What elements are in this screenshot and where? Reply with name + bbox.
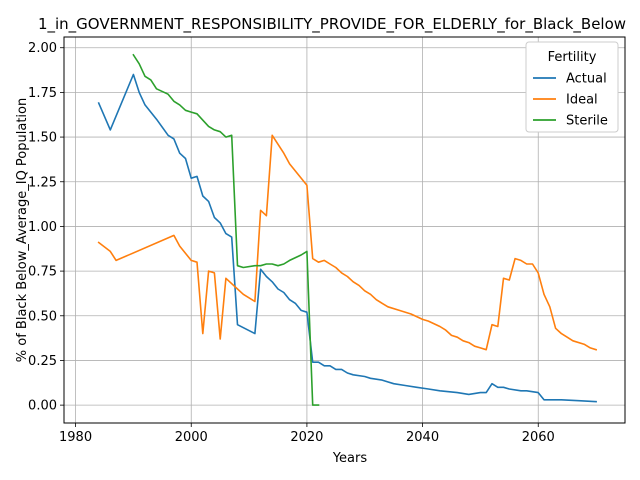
legend: Fertility Actual Ideal Sterile — [525, 41, 619, 133]
series-line-actual — [97, 73, 597, 403]
y-tick-label: 0.75 — [28, 265, 57, 280]
y-tick-label: 0.50 — [28, 309, 57, 324]
series-layer — [97, 53, 598, 406]
legend-entries: Actual Ideal Sterile — [533, 72, 608, 129]
series-line-sterile — [132, 53, 320, 406]
y-tick-label: 1.25 — [28, 175, 57, 190]
x-tick-label: 2060 — [522, 430, 555, 445]
legend-title: Fertility — [548, 50, 597, 65]
legend-label-actual: Actual — [566, 72, 607, 87]
y-tick-label: 1.75 — [28, 86, 57, 101]
grid-layer — [64, 37, 625, 423]
legend-label-ideal: Ideal — [566, 93, 598, 108]
x-axis-title: Years — [332, 451, 368, 466]
y-tick-label: 2.00 — [28, 41, 57, 56]
y-tick-label: 1.00 — [28, 220, 57, 235]
x-tick-label: 2000 — [175, 430, 208, 445]
x-tick-label: 2040 — [406, 430, 439, 445]
x-tick-label: 2020 — [290, 430, 323, 445]
x-tick-label: 1980 — [59, 430, 92, 445]
y-tick-label: 0.25 — [28, 354, 57, 369]
series-line-ideal — [97, 134, 598, 351]
legend-box — [525, 41, 619, 133]
chart-title: 1_in_GOVERNMENT_RESPONSIBILITY_PROVIDE_F… — [38, 15, 626, 34]
legend-label-sterile: Sterile — [566, 114, 608, 129]
y-tick-label: 1.50 — [28, 131, 57, 146]
plot-frame — [63, 36, 626, 424]
y-tick-label: 0.00 — [28, 399, 57, 414]
tick-layer: 1980 2000 2020 2040 2060 0.00 0.25 0.50 0.75 1.00… — [28, 41, 555, 445]
y-axis-title: % of Black Below_Average_IQ Population — [15, 98, 30, 362]
